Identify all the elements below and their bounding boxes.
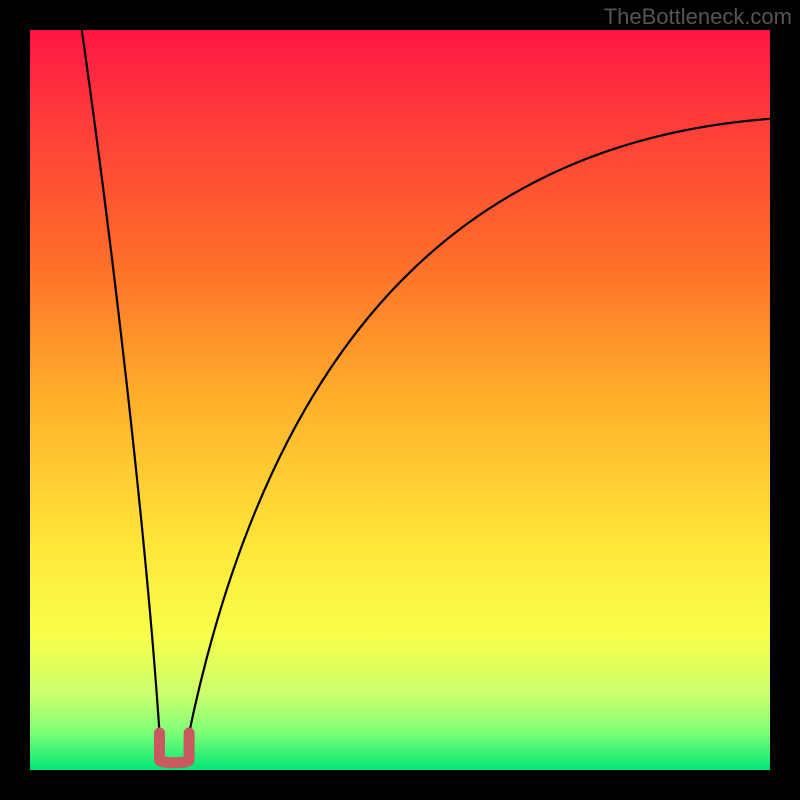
watermark-text: TheBottleneck.com <box>604 4 792 30</box>
plot-background <box>30 30 770 770</box>
chart-svg <box>0 0 800 800</box>
chart-frame: TheBottleneck.com <box>0 0 800 800</box>
